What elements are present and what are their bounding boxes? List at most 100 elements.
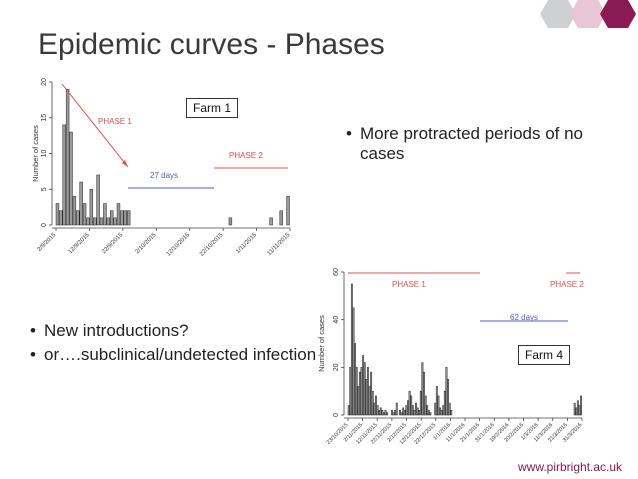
bar — [381, 409, 384, 416]
bar — [65, 88, 70, 226]
farm4-label: Farm 4 — [518, 345, 571, 365]
x-tick-label: 1/11/2015 — [235, 232, 258, 255]
bar — [443, 390, 446, 416]
bar — [357, 386, 360, 416]
bar — [354, 343, 357, 416]
bar — [573, 402, 576, 416]
slide-title: Epidemic curves - Phases — [38, 28, 385, 61]
bar — [371, 390, 374, 416]
bar — [120, 210, 124, 226]
pirbright-logo — [540, 0, 636, 28]
bar — [410, 395, 413, 416]
bar — [279, 210, 283, 226]
phase1-label: PHASE 1 — [98, 117, 132, 126]
bar — [370, 371, 373, 416]
x-tick-label: 22/10/2015 — [199, 232, 225, 258]
y-tick-label: 10 — [41, 150, 48, 158]
bar — [349, 367, 352, 416]
bar — [59, 210, 63, 226]
bar — [378, 409, 381, 416]
bar — [79, 181, 83, 226]
y-axis-label: Number of cases — [32, 125, 40, 182]
bar — [575, 407, 578, 416]
bar — [383, 412, 385, 416]
bullets-top: • More protracted periods of no cases — [346, 124, 626, 164]
bar — [394, 409, 397, 416]
y-tick-label: 0 — [41, 223, 48, 227]
phase1-arrow — [61, 83, 129, 168]
phase1-label: PHASE 1 — [392, 280, 426, 289]
bar — [55, 203, 60, 226]
bar — [418, 409, 421, 416]
bar — [363, 362, 366, 416]
bar — [116, 203, 121, 226]
bar — [423, 371, 425, 416]
bar — [402, 407, 405, 416]
y-axis-label: Number of cases — [317, 315, 326, 372]
bar — [408, 390, 411, 416]
bar — [434, 402, 437, 416]
bar — [395, 402, 398, 416]
farm1-label: Farm 1 — [186, 98, 239, 118]
bar — [580, 395, 583, 416]
bar — [62, 124, 66, 226]
x-tick-label: 2/9/2015 — [37, 232, 58, 253]
bar — [578, 405, 581, 416]
bar — [439, 407, 441, 416]
bar — [416, 407, 419, 416]
bar — [106, 217, 111, 226]
bar — [99, 217, 104, 226]
y-tick-label: 15 — [41, 114, 48, 122]
bar — [286, 196, 290, 226]
bullet-item: • or….subclinical/undetected infection — [30, 345, 317, 364]
bar — [72, 196, 77, 226]
phase1-arrowhead — [122, 160, 128, 167]
x-tick-label: 11/11/2015 — [267, 232, 292, 257]
x-tick-label: 12/9/2015 — [68, 232, 92, 256]
bar — [123, 210, 127, 226]
y-tick-label: 5 — [41, 187, 48, 191]
bar — [411, 405, 414, 416]
y-tick-label: 40 — [333, 316, 340, 324]
bar — [96, 174, 100, 226]
bar — [576, 400, 579, 416]
bar — [392, 412, 395, 416]
bar — [373, 402, 376, 416]
x-tick-label: 2/10/2015 — [135, 232, 159, 256]
bar — [400, 412, 403, 416]
bar — [269, 217, 273, 226]
bar — [399, 409, 401, 416]
bar — [426, 405, 429, 416]
bar — [421, 362, 424, 416]
x-tick-label: 22/9/2015 — [101, 232, 125, 256]
bar — [407, 400, 409, 416]
bar — [113, 217, 117, 226]
bar — [368, 386, 371, 416]
bar — [365, 379, 368, 416]
y-tick-label: 60 — [333, 268, 340, 276]
bar — [126, 210, 131, 226]
bar — [350, 283, 353, 416]
bar — [435, 386, 438, 416]
bar — [379, 407, 382, 416]
bar — [228, 217, 233, 226]
bar — [424, 395, 427, 416]
bar — [347, 405, 350, 416]
bar — [419, 390, 422, 416]
bullet-item: • New introductions? — [30, 321, 189, 340]
bar — [384, 409, 387, 416]
bar — [352, 307, 355, 416]
bar — [366, 367, 369, 416]
bar — [89, 189, 94, 226]
bar — [76, 210, 80, 226]
bar — [427, 409, 430, 416]
bar — [376, 405, 379, 416]
bar — [429, 412, 432, 416]
bar — [355, 367, 358, 416]
bar — [86, 217, 90, 226]
bullet-text: or….subclinical/undetected infection — [44, 345, 317, 364]
bar — [358, 371, 361, 416]
bullet-item: • More protracted periods of no cases — [346, 124, 626, 164]
gap-label: 62 days — [510, 313, 538, 322]
